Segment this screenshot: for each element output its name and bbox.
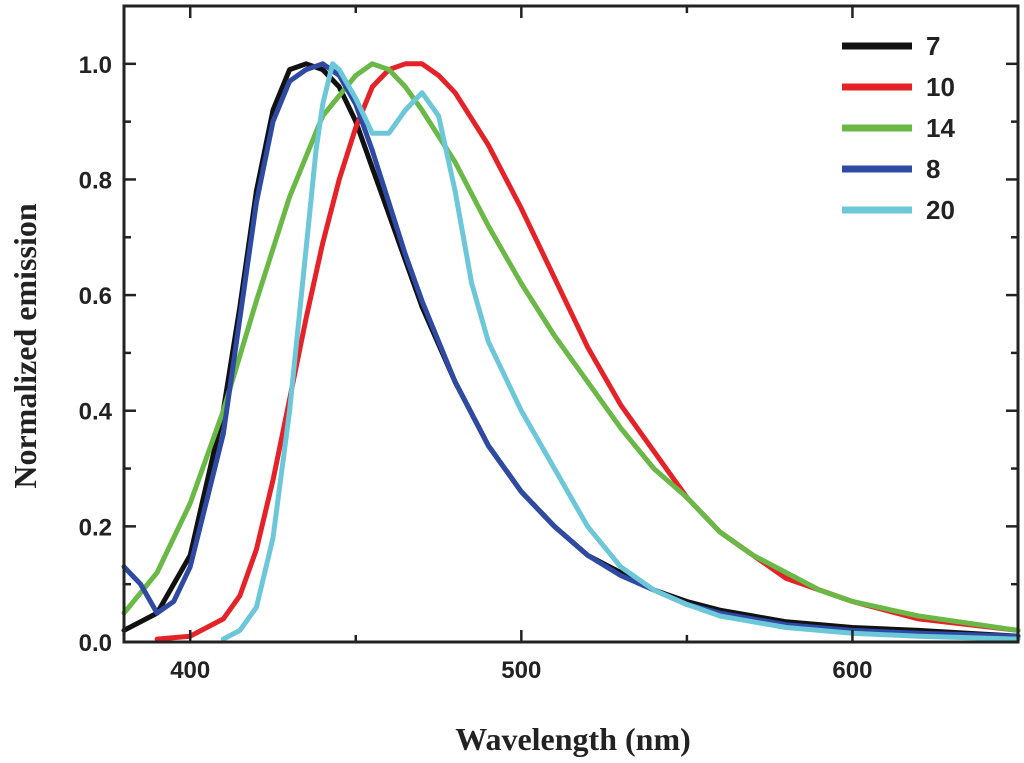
plot-frame — [122, 4, 1020, 644]
y-tick-label: 0.0 — [79, 630, 112, 657]
y-tick-label: 0.4 — [79, 399, 113, 426]
x-tick-label: 400 — [170, 657, 210, 684]
x-tick-label: 600 — [832, 657, 872, 684]
x-axis-title: Wavelength (nm) — [455, 721, 691, 757]
legend: 7 10 14 8 20 — [842, 31, 955, 225]
x-tick-label: 500 — [501, 657, 541, 684]
series-line-14 — [121, 61, 1021, 633]
legend-label-20: 20 — [926, 195, 955, 225]
legend-label-8: 8 — [926, 154, 940, 184]
y-tick-label: 0.6 — [79, 283, 112, 310]
ticks-layer: 400 500 600 0.0 0.2 0.4 0.6 0.8 1.0 — [79, 4, 1020, 684]
legend-label-14: 14 — [926, 113, 955, 143]
legend-label-10: 10 — [926, 72, 955, 102]
y-axis-title: Normalized emission — [7, 203, 43, 489]
y-tick-label: 1.0 — [79, 52, 112, 79]
series-layer — [121, 61, 1021, 642]
series-line-20 — [220, 61, 1021, 642]
y-tick-label: 0.2 — [79, 514, 112, 541]
legend-label-7: 7 — [926, 31, 940, 61]
y-tick-label: 0.8 — [79, 167, 112, 194]
